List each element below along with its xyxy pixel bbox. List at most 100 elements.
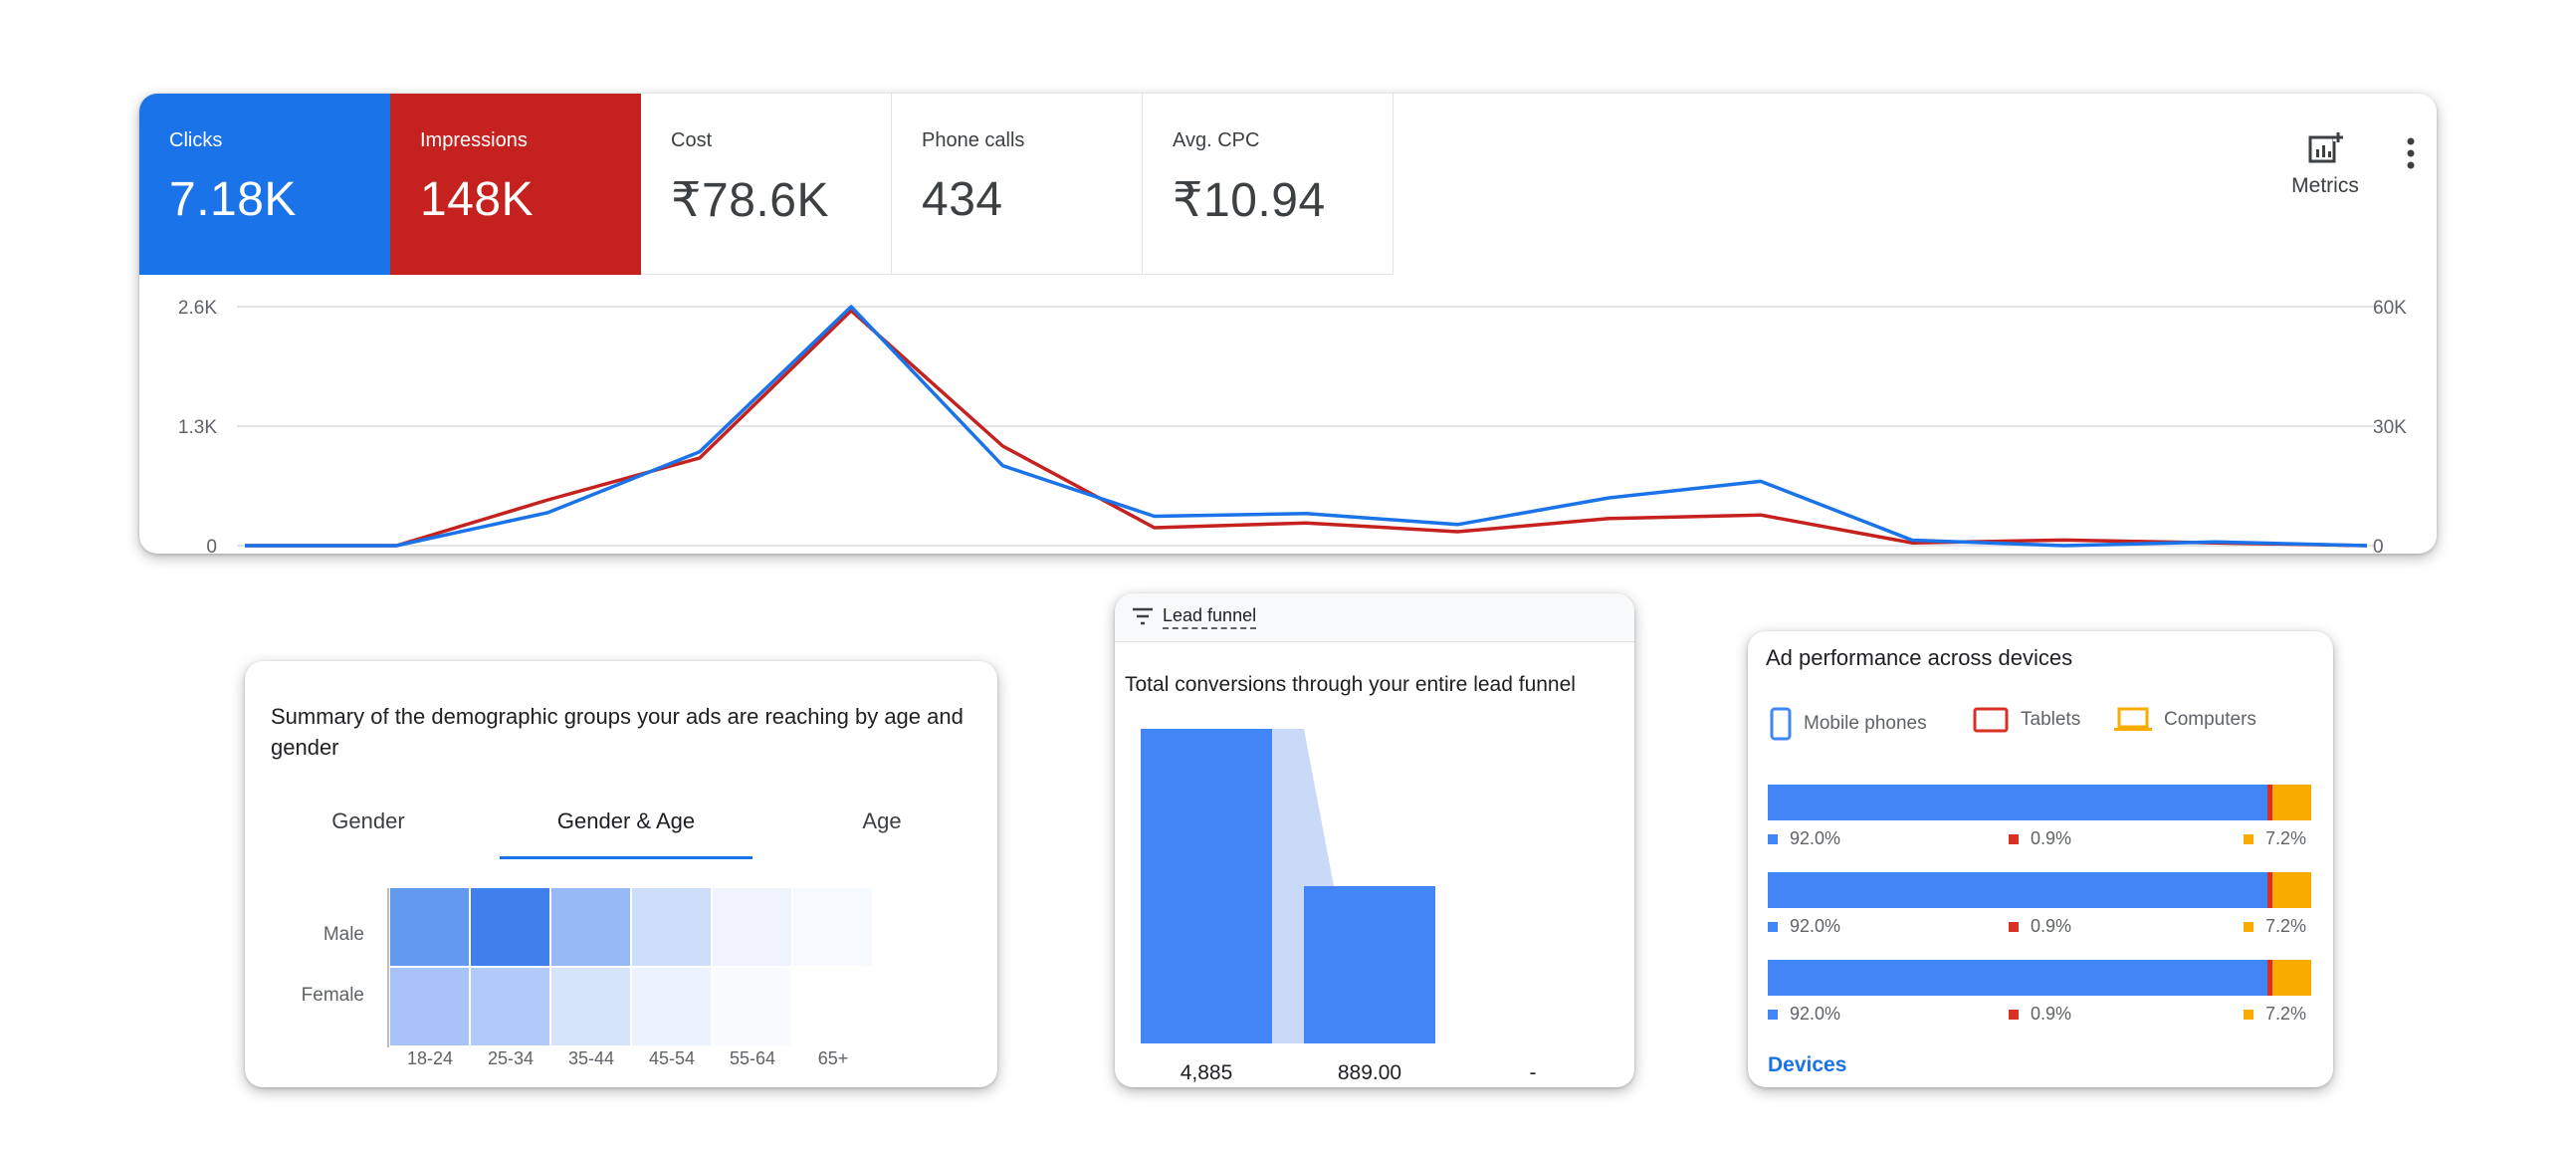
y-left-tick-label: 0 bbox=[206, 537, 217, 554]
computer-percent: 7.2% bbox=[2244, 916, 2306, 937]
computer-percent: 7.2% bbox=[2244, 828, 2306, 849]
clicks-series-line bbox=[245, 305, 2368, 548]
funnel-bar-stage-1 bbox=[1141, 729, 1272, 1043]
filter-icon[interactable] bbox=[1131, 605, 1155, 627]
computer-percent: 7.2% bbox=[2244, 1004, 2306, 1025]
tab-age[interactable]: Age bbox=[862, 808, 902, 833]
clicks-label: Clicks bbox=[169, 129, 223, 151]
impressions-tile[interactable]: Impressions 148K bbox=[390, 94, 641, 275]
tablet-segment bbox=[2266, 872, 2272, 908]
value: 92.0% bbox=[1790, 1004, 1841, 1024]
tablet-percent: 0.9% bbox=[2009, 828, 2071, 849]
tablet-percent: 0.9% bbox=[2009, 916, 2071, 937]
heatmap-cell bbox=[793, 888, 872, 966]
metric-tiles: Clicks 7.18K Impressions 148K Cost ₹78.6… bbox=[139, 94, 1394, 275]
performance-line-chart: 0 1.3K 2.6K 0 30K 60K bbox=[178, 298, 2407, 554]
value: 0.9% bbox=[2031, 828, 2072, 848]
phone-calls-label: Phone calls bbox=[922, 129, 1025, 151]
row-label-female: Female bbox=[301, 985, 364, 1006]
heatmap-cell bbox=[713, 968, 791, 1045]
value: 92.0% bbox=[1790, 916, 1841, 936]
clicks-tile[interactable]: Clicks 7.18K bbox=[139, 94, 390, 275]
metrics-label: Metrics bbox=[2291, 174, 2359, 197]
heatmap-cell bbox=[793, 968, 872, 1045]
legend-label: Computers bbox=[2164, 709, 2256, 730]
funnel-header: Lead funnel bbox=[1115, 593, 1634, 642]
computer-segment bbox=[2271, 960, 2311, 996]
column-label: 45-54 bbox=[648, 1048, 696, 1068]
device-performance-card: Ad performance across devices Mobile pho… bbox=[1748, 631, 2333, 1087]
value: 92.0% bbox=[1790, 828, 1841, 848]
value: 0.9% bbox=[2031, 1004, 2072, 1024]
funnel-bar-stage-2 bbox=[1304, 886, 1435, 1043]
mobile-percent: 92.0% bbox=[1768, 916, 1840, 937]
avg-cpc-tile[interactable]: Avg. CPC ₹10.94 bbox=[1143, 94, 1394, 275]
performance-card: 0 1.3K 2.6K 0 30K 60K Clicks 7.18K Impression… bbox=[139, 94, 2437, 554]
computer-segment bbox=[2271, 872, 2311, 908]
tablet-segment bbox=[2266, 785, 2272, 820]
tablet-percent: 0.9% bbox=[2009, 1004, 2071, 1025]
tablet-segment bbox=[2266, 960, 2272, 996]
y-left-tick-label: 2.6K bbox=[178, 298, 217, 319]
value: 7.2% bbox=[2265, 1004, 2307, 1024]
legend-mobile-phones: Mobile phones bbox=[1770, 707, 1927, 741]
add-chart-icon bbox=[2308, 131, 2343, 163]
computer-icon bbox=[2114, 707, 2152, 731]
funnel-value-stage-1: 4,885 bbox=[1180, 1061, 1233, 1084]
legend-label: Tablets bbox=[2021, 709, 2081, 730]
mobile-percent: 92.0% bbox=[1768, 1004, 1840, 1025]
more-vert-icon bbox=[2407, 137, 2415, 169]
y-left-tick-label: 1.3K bbox=[178, 417, 217, 438]
lead-funnel-tab[interactable]: Lead funnel bbox=[1163, 605, 1257, 629]
heatmap-cell bbox=[551, 888, 630, 966]
column-label: 55-64 bbox=[729, 1048, 776, 1068]
device-bar bbox=[1768, 960, 2311, 996]
funnel-title: Total conversions through your entire le… bbox=[1125, 673, 1576, 696]
avg-cpc-label: Avg. CPC bbox=[1173, 129, 1260, 151]
funnel-connector bbox=[1272, 729, 1334, 1043]
heatmap-cell bbox=[551, 968, 630, 1045]
heatmap-cell bbox=[390, 968, 469, 1045]
value: 7.2% bbox=[2265, 916, 2307, 936]
tab-gender[interactable]: Gender bbox=[331, 808, 405, 833]
value: 0.9% bbox=[2031, 916, 2072, 936]
metrics-button[interactable]: Metrics bbox=[2285, 131, 2365, 198]
legend-label: Mobile phones bbox=[1804, 713, 1927, 734]
heatmap-cell bbox=[390, 888, 469, 966]
column-label: 35-44 bbox=[567, 1048, 615, 1068]
mobile-segment bbox=[1768, 960, 2267, 996]
tab-gender-and-age[interactable]: Gender & Age bbox=[556, 808, 696, 833]
mobile-segment bbox=[1768, 785, 2267, 820]
heatmap-cell bbox=[632, 888, 711, 966]
computer-segment bbox=[2271, 785, 2311, 820]
value: 7.2% bbox=[2265, 828, 2307, 848]
heatmap-axis-line bbox=[387, 888, 389, 1047]
more-options-button[interactable] bbox=[2399, 133, 2423, 173]
row-label-male: Male bbox=[322, 924, 364, 945]
y-right-tick-label: 60K bbox=[2373, 298, 2407, 319]
devices-title: Ad performance across devices bbox=[1766, 645, 2073, 670]
phone-calls-tile[interactable]: Phone calls 434 bbox=[892, 94, 1143, 275]
heatmap-cell bbox=[632, 968, 711, 1045]
cost-label: Cost bbox=[671, 129, 713, 151]
funnel-value-stage-2: 889.00 bbox=[1337, 1061, 1402, 1084]
impressions-series-line bbox=[245, 309, 2368, 548]
y-right-tick-label: 0 bbox=[2373, 537, 2384, 554]
lead-funnel-card: Lead funnel Total conversions through yo… bbox=[1115, 593, 1634, 1087]
cost-tile[interactable]: Cost ₹78.6K bbox=[641, 94, 892, 275]
column-label: 25-34 bbox=[487, 1048, 535, 1068]
devices-link[interactable]: Devices bbox=[1768, 1053, 1847, 1076]
legend-computers: Computers bbox=[2114, 707, 2256, 733]
cost-value: ₹78.6K bbox=[671, 174, 829, 227]
impressions-value: 148K bbox=[420, 173, 535, 226]
demographics-title: Summary of the demographic groups your a… bbox=[271, 704, 964, 760]
mobile-percent: 92.0% bbox=[1768, 828, 1840, 849]
device-bar bbox=[1768, 785, 2311, 820]
legend-tablets: Tablets bbox=[1973, 707, 2080, 733]
heatmap-cell bbox=[471, 968, 549, 1045]
impressions-label: Impressions bbox=[420, 129, 528, 151]
avg-cpc-value: ₹10.94 bbox=[1173, 174, 1326, 227]
column-label: 65+ bbox=[817, 1048, 849, 1068]
funnel-value-stage-3: - bbox=[1529, 1061, 1537, 1084]
tablet-icon bbox=[1973, 707, 2009, 733]
